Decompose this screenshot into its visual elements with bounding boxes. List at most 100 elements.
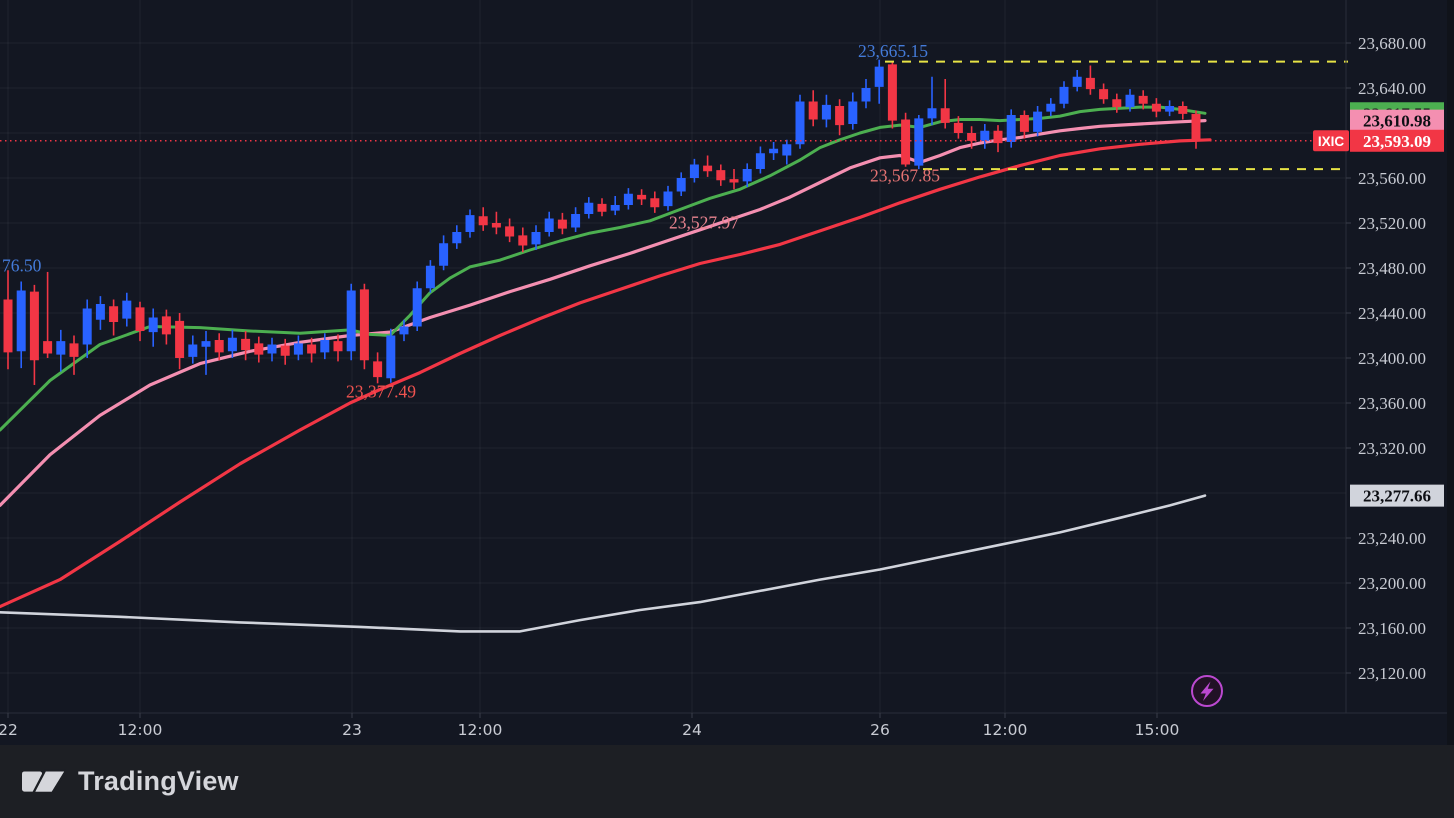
price-axis-label: 23,640.00 [1358,79,1426,98]
candle-body [663,191,673,207]
candle-body [1072,76,1082,87]
candle [307,337,317,363]
candle [940,79,950,129]
candle [491,211,501,235]
candle [835,99,845,136]
time-axis-label: 24 [682,721,702,739]
candle [610,196,620,216]
candle-body [742,169,752,182]
candle [901,112,911,167]
candle [3,270,13,370]
ma-pink-badge-value: 23,610.98 [1363,112,1431,131]
candle [1072,70,1082,92]
lightning-bolt-icon [1200,681,1214,701]
candle-body [452,232,462,244]
candle-body [861,88,871,102]
candle [29,284,39,385]
candle-body [175,320,185,358]
candle-body [808,101,818,120]
time-axis-label: 12:00 [118,721,163,739]
candle-body [43,341,53,354]
candle [597,198,607,217]
candle-body [56,341,66,355]
candle-body [188,344,198,357]
candle [425,260,435,293]
candle-body [280,345,290,356]
candle [1138,90,1148,110]
candle-body [821,104,831,120]
candle-body [109,306,119,322]
price-axis-label: 23,360.00 [1358,394,1426,413]
candle [650,191,660,213]
candle-body [346,290,356,352]
time-axis-label: 22 [0,721,18,739]
candle-body [241,338,251,351]
candle-body [1019,115,1029,132]
candle-body [755,153,765,169]
candle [689,158,699,183]
candle-body [425,265,435,289]
candle-body [1138,95,1148,104]
candle-body [703,165,713,172]
candle-body [135,307,145,331]
time-axis[interactable]: 22 12:00 23 12:00 24 26 12:00 15:00 [0,713,1179,739]
candle-body [1178,106,1188,114]
candle [386,328,396,383]
candle-body [148,317,158,333]
tradingview-logo-icon [22,768,66,794]
candle [346,283,356,361]
price-axis-label: 23,120.00 [1358,664,1426,683]
candle [161,309,171,345]
candle-body [267,344,277,354]
last-price-badge-bg [1350,129,1444,152]
candle-body [769,148,779,154]
ma-white-badge-value: 23,277.66 [1363,487,1431,506]
candle-body [505,226,515,237]
candle-body [161,316,171,335]
candle [135,301,145,342]
candle [412,281,422,331]
candle [241,331,251,361]
candle-body [1165,106,1175,112]
candle [465,209,475,238]
candle [214,333,224,361]
price-axis-label: 23,680.00 [1358,34,1426,53]
candle-body [914,118,924,166]
candle-body [584,202,594,214]
price-axis[interactable]: 23,680.00 23,640.00 23,560.00 23,520.00 23,4… [1346,34,1444,683]
candle [1059,81,1069,109]
brand-name: TradingView [78,766,239,796]
candle-body [16,290,26,352]
candle [439,235,449,271]
time-axis-label: 15:00 [1135,721,1180,739]
price-annotation: 23,527.97 [669,213,739,233]
candle-body [399,326,409,335]
candle-body [359,289,369,361]
candle [716,164,726,186]
candles [3,59,1201,385]
ma-pink-badge-bg [1350,109,1444,132]
candle [782,139,792,165]
lightning-button[interactable] [1191,675,1223,707]
candle [980,124,990,149]
candle [676,172,686,196]
candle [967,126,977,149]
candle [1191,110,1201,149]
candle [43,271,53,358]
price-annotation: 23,665.15 [858,41,928,61]
candle [1033,106,1043,137]
candle-body [227,337,237,352]
candle [148,308,158,347]
candle-body [927,108,937,119]
last-price-badge: 23,593.09 [1350,129,1444,152]
candle-body [1085,77,1095,90]
candle-body [307,344,317,354]
ma-line-white [0,494,1207,633]
candle-body [518,235,528,246]
candlestick-chart[interactable]: 23,665.15 76.50 23,377.49 23,527.97 23,567.8… [0,0,1454,745]
candle-body [967,133,977,141]
tradingview-logo[interactable]: TradingView [22,766,239,797]
candle [478,207,488,231]
ma-white-badge-bg [1350,484,1444,507]
